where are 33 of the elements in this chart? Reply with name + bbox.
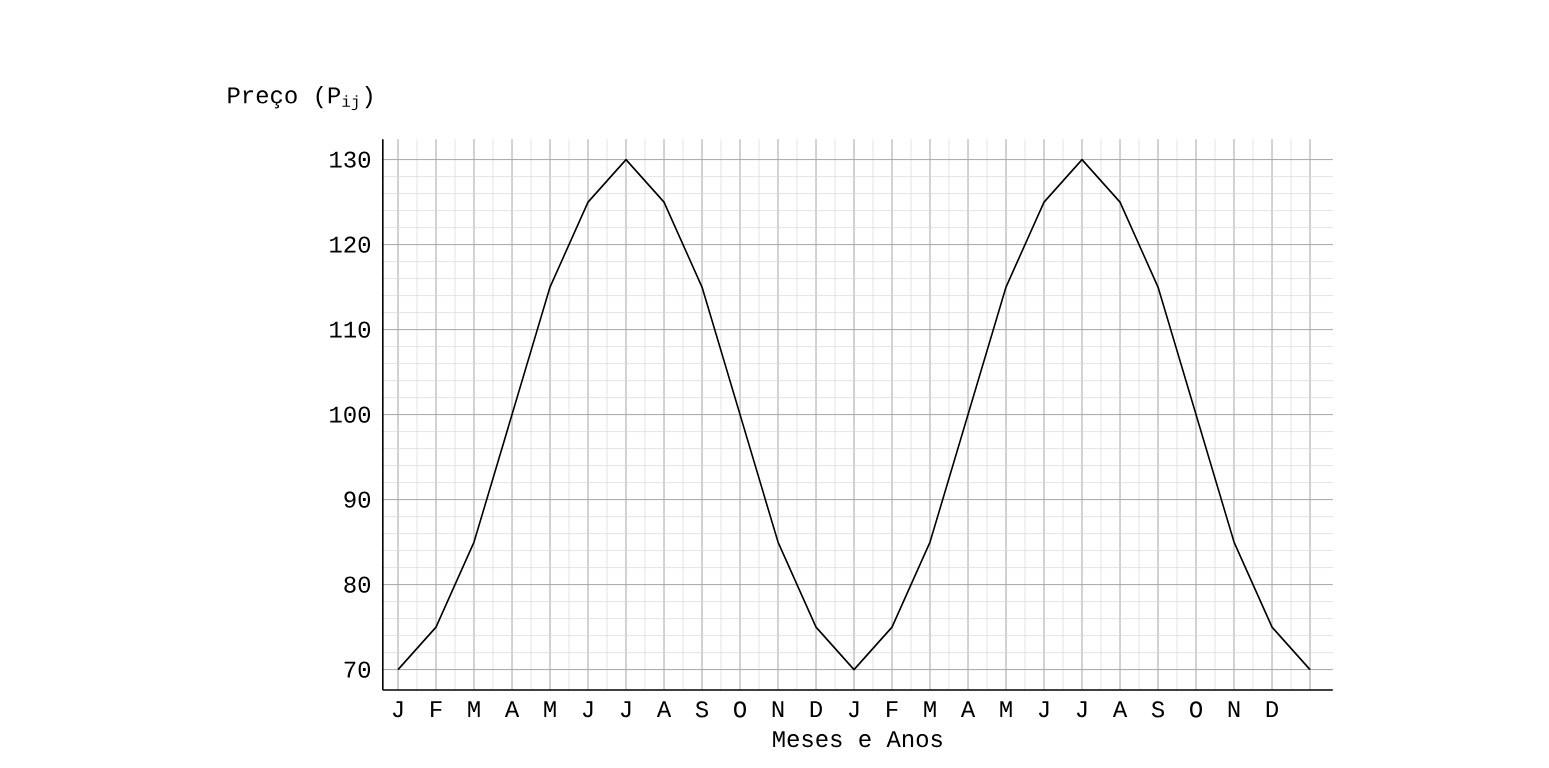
x-tick-label: M [924, 701, 936, 718]
x-tick-label: N [772, 701, 784, 718]
x-tick-label: S [1151, 701, 1164, 718]
y-tick-label: 110 [330, 321, 371, 338]
x-tick-label: M [544, 701, 556, 718]
x-tick-label: A [960, 701, 976, 718]
x-tick-label: F [431, 701, 442, 718]
x-tick-label: F [887, 701, 898, 718]
x-tick-label: A [504, 701, 520, 718]
x-tick-label: S [695, 701, 708, 718]
x-tick-label: A [656, 701, 672, 718]
y-tick-label: 90 [344, 491, 371, 508]
x-tick-label: J [392, 701, 403, 718]
x-tick-label: A [1112, 701, 1128, 718]
x-tick-label: M [1000, 701, 1012, 718]
y-axis-title: Preço (P$_{ij}$) [228, 85, 372, 111]
x-tick-label: O [734, 701, 746, 718]
x-tick-label: D [1266, 701, 1278, 718]
x-tick-label: J [620, 701, 631, 718]
y-tick-label: 100 [330, 406, 371, 423]
x-tick-label: M [468, 701, 480, 718]
x-tick-label: N [1228, 701, 1240, 718]
x-axis-title: Meses e Anos [773, 731, 942, 748]
x-tick-label: J [582, 701, 593, 718]
x-tick-label: J [1076, 701, 1087, 718]
y-tick-label: 130 [330, 151, 371, 168]
y-tick-label: 70 [344, 661, 371, 678]
x-tick-label: D [810, 701, 822, 718]
y-tick-label: 80 [344, 576, 371, 593]
y-tick-label: 120 [330, 236, 371, 253]
x-tick-label: J [848, 701, 859, 718]
x-tick-label: J [1038, 701, 1049, 718]
x-tick-label: O [1190, 701, 1202, 718]
